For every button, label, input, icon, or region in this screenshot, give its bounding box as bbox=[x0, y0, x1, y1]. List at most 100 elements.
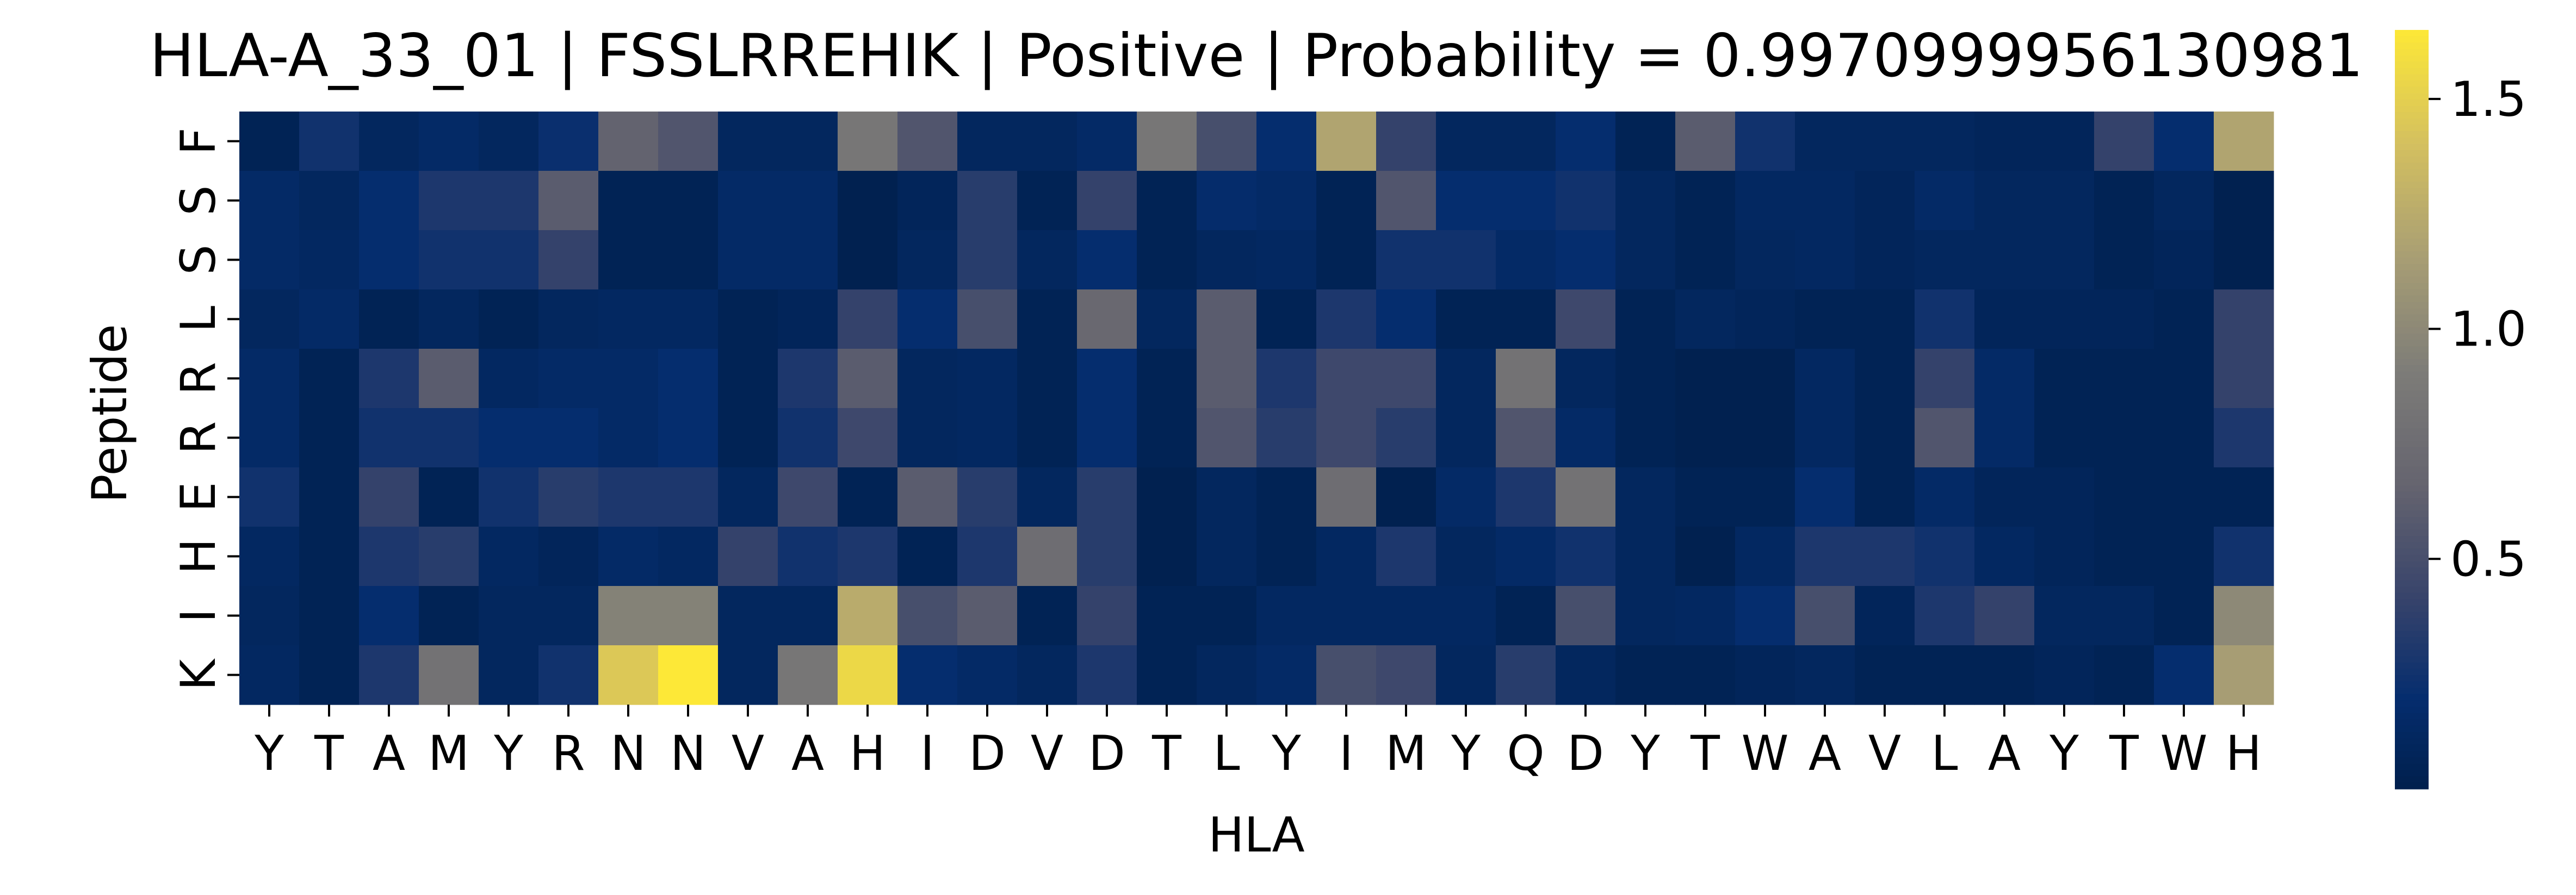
heatmap-cell bbox=[778, 467, 838, 527]
y-tick-label: S bbox=[170, 245, 226, 275]
heatmap-cell bbox=[1855, 230, 1915, 290]
heatmap-cell bbox=[1436, 527, 1496, 587]
heatmap-cell bbox=[239, 467, 300, 527]
heatmap-cell bbox=[1316, 349, 1377, 409]
heatmap-cell bbox=[598, 230, 659, 290]
heatmap-cell bbox=[598, 467, 659, 527]
heatmap-cell bbox=[1556, 586, 1616, 646]
heatmap-cell bbox=[1795, 349, 1855, 409]
heatmap-cell bbox=[239, 645, 300, 705]
heatmap-cell bbox=[1974, 112, 2035, 171]
heatmap-cell bbox=[1675, 467, 1736, 527]
colorbar-segment bbox=[2395, 188, 2429, 195]
heatmap-cell bbox=[1556, 112, 1616, 171]
colorbar-segment bbox=[2395, 542, 2429, 550]
colorbar-segment bbox=[2395, 131, 2429, 138]
heatmap-cell bbox=[2214, 586, 2274, 646]
heatmap-cell bbox=[1556, 467, 1616, 527]
heatmap-cell bbox=[1256, 586, 1317, 646]
colorbar-segment bbox=[2395, 384, 2429, 391]
colorbar-segment bbox=[2395, 567, 2429, 575]
colorbar-segment bbox=[2395, 314, 2429, 322]
heatmap-cell bbox=[1256, 112, 1317, 171]
colorbar-segment bbox=[2395, 156, 2429, 163]
heatmap-cell bbox=[1316, 527, 1377, 587]
heatmap-cell bbox=[1316, 645, 1377, 705]
heatmap-cell bbox=[897, 408, 958, 468]
heatmap-cell bbox=[2094, 289, 2154, 349]
x-tick-label: L bbox=[1931, 725, 1958, 781]
colorbar-segment bbox=[2395, 460, 2429, 467]
heatmap-cell bbox=[1615, 645, 1676, 705]
colorbar-segment bbox=[2395, 397, 2429, 404]
colorbar-segment bbox=[2395, 624, 2429, 632]
colorbar-ticks: 0.5 1.0 1.5 bbox=[2429, 71, 2527, 587]
heatmap-cell bbox=[1496, 112, 1556, 171]
heatmap-cell bbox=[2154, 408, 2214, 468]
colorbar-segment bbox=[2395, 782, 2429, 789]
heatmap-cell bbox=[419, 467, 479, 527]
x-tick-label: Q bbox=[1507, 725, 1544, 781]
colorbar-segment bbox=[2395, 517, 2429, 524]
heatmap-cell bbox=[1855, 645, 1915, 705]
heatmap-cell bbox=[479, 408, 539, 468]
heatmap-cell bbox=[1077, 230, 1137, 290]
heatmap-cell bbox=[479, 349, 539, 409]
colorbar-segment bbox=[2395, 169, 2429, 176]
x-tick-label: T bbox=[1151, 725, 1182, 781]
heatmap-cell bbox=[299, 349, 360, 409]
heatmap-cell bbox=[1197, 171, 1257, 231]
heatmap-cell bbox=[1077, 645, 1137, 705]
heatmap-cell bbox=[2094, 112, 2154, 171]
heatmap-cell bbox=[359, 467, 419, 527]
colorbar-segment bbox=[2395, 36, 2429, 44]
heatmap-cell bbox=[1915, 349, 1975, 409]
heatmap-cell bbox=[1017, 408, 1078, 468]
x-tick-label: I bbox=[920, 725, 934, 781]
colorbar-segment bbox=[2395, 422, 2429, 429]
colorbar-segment bbox=[2395, 612, 2429, 619]
heatmap-cell bbox=[1496, 230, 1556, 290]
heatmap-cell bbox=[718, 408, 778, 468]
heatmap-cell bbox=[1795, 112, 1855, 171]
heatmap-cell bbox=[538, 527, 599, 587]
heatmap-cell bbox=[1556, 645, 1616, 705]
colorbar-segment bbox=[2395, 725, 2429, 733]
colorbar-segment bbox=[2395, 200, 2429, 208]
heatmap-cell bbox=[1556, 171, 1616, 231]
colorbar-segment bbox=[2395, 93, 2429, 100]
colorbar-segment bbox=[2395, 175, 2429, 182]
x-tick-label: V bbox=[1868, 725, 1901, 781]
heatmap-cell bbox=[1855, 467, 1915, 527]
colorbar-segment bbox=[2395, 498, 2429, 505]
heatmap-cell bbox=[1795, 230, 1855, 290]
heatmap-cell bbox=[239, 112, 300, 171]
heatmap-cell bbox=[2214, 408, 2274, 468]
heatmap-cell bbox=[1017, 112, 1078, 171]
heatmap-cell bbox=[479, 230, 539, 290]
heatmap-cell bbox=[1376, 408, 1436, 468]
chart-title: HLA-A_33_01 | FSSLRREHIK | Positive | Pr… bbox=[150, 21, 2363, 90]
heatmap-cell bbox=[1615, 112, 1676, 171]
heatmap-cell bbox=[538, 349, 599, 409]
heatmap-cell bbox=[1615, 349, 1676, 409]
colorbar-segment bbox=[2395, 472, 2429, 480]
heatmap-cell bbox=[598, 112, 659, 171]
heatmap-cell bbox=[778, 408, 838, 468]
heatmap-cell bbox=[1735, 645, 1795, 705]
colorbar-segment bbox=[2395, 744, 2429, 752]
x-tick-label: W bbox=[1741, 725, 1788, 781]
x-tick-label: L bbox=[1213, 725, 1240, 781]
heatmap-cell bbox=[239, 171, 300, 231]
colorbar-segment bbox=[2395, 340, 2429, 347]
heatmap-cell bbox=[1496, 408, 1556, 468]
heatmap-cell bbox=[897, 289, 958, 349]
colorbar-segment bbox=[2395, 700, 2429, 707]
heatmap-cell bbox=[1675, 230, 1736, 290]
heatmap-cell bbox=[1556, 230, 1616, 290]
heatmap-cell bbox=[778, 171, 838, 231]
colorbar-segment bbox=[2395, 289, 2429, 297]
heatmap-cell bbox=[1256, 349, 1317, 409]
heatmap-cell bbox=[2094, 467, 2154, 527]
colorbar-segment bbox=[2395, 681, 2429, 688]
